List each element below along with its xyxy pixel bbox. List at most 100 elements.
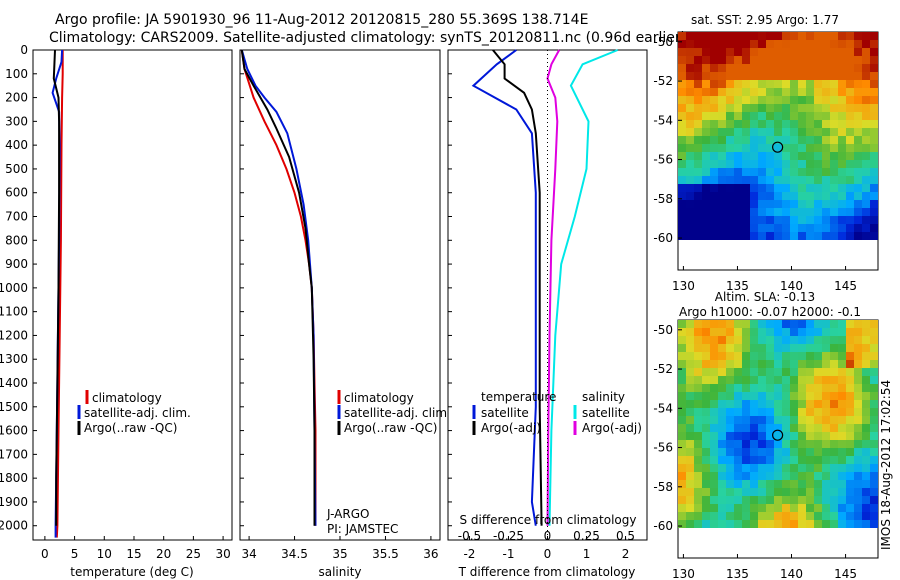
heatmap-cell bbox=[726, 160, 734, 168]
heatmap-cell bbox=[702, 448, 710, 456]
heatmap-cell bbox=[758, 520, 766, 528]
heatmap-cell bbox=[758, 416, 766, 424]
heatmap-cell bbox=[694, 88, 702, 96]
legend-label-s-argo: Argo(-adj) bbox=[582, 421, 642, 435]
heatmap-cell bbox=[838, 184, 846, 192]
heatmap-cell bbox=[822, 128, 830, 136]
heatmap-cell bbox=[718, 208, 726, 216]
heatmap-cell bbox=[726, 32, 734, 40]
heatmap-cell bbox=[750, 472, 758, 480]
heatmap-cell bbox=[774, 120, 782, 128]
heatmap-cell bbox=[678, 504, 686, 512]
heatmap-cell bbox=[742, 136, 750, 144]
heatmap-cell bbox=[830, 480, 838, 488]
heatmap-cell bbox=[718, 136, 726, 144]
heatmap-cell bbox=[798, 176, 806, 184]
heatmap-cell bbox=[822, 32, 830, 40]
heatmap-cell bbox=[686, 328, 694, 336]
heatmap-cell bbox=[782, 328, 790, 336]
heatmap-cell bbox=[854, 456, 862, 464]
heatmap-cell bbox=[686, 488, 694, 496]
heatmap-cell bbox=[838, 440, 846, 448]
heatmap-cell bbox=[838, 32, 846, 40]
heatmap-cell bbox=[710, 48, 718, 56]
heatmap-cell bbox=[782, 168, 790, 176]
heatmap-cell bbox=[814, 232, 822, 240]
heatmap-cell bbox=[678, 360, 686, 368]
heatmap-cell bbox=[702, 512, 710, 520]
series-line bbox=[52, 49, 61, 526]
heatmap-cell bbox=[702, 344, 710, 352]
y-tick-label: -56 bbox=[653, 153, 673, 167]
heatmap-cell bbox=[766, 112, 774, 120]
heatmap-cell bbox=[766, 328, 774, 336]
heatmap-cell bbox=[862, 408, 870, 416]
heatmap-cell bbox=[718, 128, 726, 136]
heatmap-cell bbox=[742, 80, 750, 88]
heatmap-cell bbox=[822, 168, 830, 176]
heatmap-cell bbox=[766, 128, 774, 136]
heatmap-cell bbox=[838, 56, 846, 64]
heatmap-cell bbox=[734, 224, 742, 232]
heatmap-cell bbox=[766, 184, 774, 192]
heatmap-cell bbox=[702, 32, 710, 40]
heatmap-cell bbox=[726, 448, 734, 456]
heatmap-cell bbox=[870, 80, 878, 88]
heatmap-cell bbox=[726, 344, 734, 352]
heatmap-cell bbox=[694, 168, 702, 176]
heatmap-cell bbox=[782, 184, 790, 192]
heatmap-cell bbox=[766, 360, 774, 368]
heatmap-cell bbox=[686, 344, 694, 352]
heatmap-cell bbox=[718, 472, 726, 480]
heatmap-cell bbox=[790, 208, 798, 216]
heatmap-cell bbox=[774, 32, 782, 40]
heatmap-cell bbox=[710, 224, 718, 232]
heatmap-cell bbox=[766, 400, 774, 408]
heatmap-cell bbox=[798, 504, 806, 512]
heatmap-cell bbox=[758, 32, 766, 40]
heatmap-cell bbox=[678, 352, 686, 360]
heatmap-cell bbox=[702, 456, 710, 464]
heatmap-cell bbox=[838, 408, 846, 416]
heatmap-cell bbox=[742, 120, 750, 128]
heatmap-cell bbox=[758, 184, 766, 192]
heatmap-cell bbox=[822, 472, 830, 480]
heatmap-cell bbox=[702, 160, 710, 168]
heatmap-cell bbox=[694, 344, 702, 352]
heatmap-cell bbox=[718, 64, 726, 72]
heatmap-cell bbox=[814, 320, 822, 328]
heatmap-cell bbox=[838, 152, 846, 160]
heatmap-cell bbox=[678, 208, 686, 216]
heatmap-cell bbox=[806, 192, 814, 200]
heatmap-cell bbox=[790, 488, 798, 496]
heatmap-cell bbox=[694, 376, 702, 384]
heatmap-cell bbox=[710, 88, 718, 96]
heatmap-cell bbox=[702, 168, 710, 176]
heatmap-cell bbox=[774, 376, 782, 384]
heatmap-cell bbox=[854, 512, 862, 520]
heatmap-cell bbox=[838, 176, 846, 184]
heatmap-cell bbox=[862, 520, 870, 528]
heatmap-cell bbox=[830, 456, 838, 464]
heatmap-cell bbox=[790, 440, 798, 448]
heatmap-cell bbox=[702, 40, 710, 48]
heatmap-cell bbox=[830, 392, 838, 400]
heatmap-cell bbox=[774, 520, 782, 528]
heatmap-cell bbox=[814, 88, 822, 96]
heatmap-cell bbox=[822, 376, 830, 384]
heatmap-cell bbox=[694, 232, 702, 240]
heatmap-cell bbox=[686, 40, 694, 48]
heatmap-cell bbox=[838, 80, 846, 88]
heatmap-cell bbox=[758, 224, 766, 232]
heatmap-cell bbox=[854, 424, 862, 432]
salinity-diff-tick-label: 0.5 bbox=[616, 529, 635, 543]
y-tick-label: -54 bbox=[653, 401, 673, 415]
heatmap-cell bbox=[822, 408, 830, 416]
heatmap-cell bbox=[846, 432, 854, 440]
heatmap-cell bbox=[750, 360, 758, 368]
heatmap-cell bbox=[758, 152, 766, 160]
heatmap-cell bbox=[750, 168, 758, 176]
heatmap-cell bbox=[806, 488, 814, 496]
heatmap-cell bbox=[806, 224, 814, 232]
heatmap-cell bbox=[734, 360, 742, 368]
